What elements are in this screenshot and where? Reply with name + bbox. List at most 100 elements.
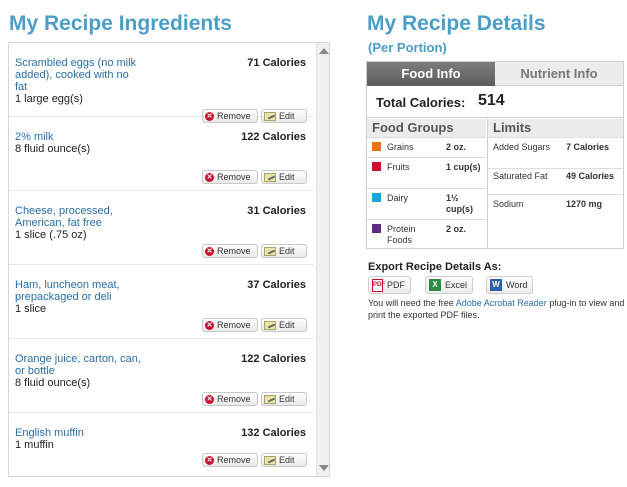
- remove-x-icon: ✕: [205, 455, 214, 465]
- ingredient-name[interactable]: Scrambled eggs (no milk added), cooked w…: [15, 57, 143, 105]
- edit-button[interactable]: Edit: [261, 109, 307, 123]
- word-label: Word: [506, 280, 528, 290]
- food-group-row: Grains 2 oz.: [367, 137, 486, 157]
- protein-color-swatch: [372, 224, 381, 233]
- pencil-icon: [264, 172, 276, 182]
- pencil-icon: [264, 394, 276, 404]
- ingredient-name[interactable]: Ham, luncheon meat, prepackaged or deli …: [15, 279, 143, 315]
- edit-button[interactable]: Edit: [261, 392, 307, 406]
- ingredient-name[interactable]: English muffin 1 muffin: [15, 427, 143, 451]
- food-group-amount: 2 oz.: [446, 142, 467, 152]
- remove-label: Remove: [217, 172, 251, 182]
- scroll-down-arrow-icon[interactable]: [319, 465, 329, 471]
- food-group-name: Grains: [387, 142, 414, 152]
- grains-color-swatch: [372, 142, 381, 151]
- list-item: Orange juice, carton, can, or bottle 8 f…: [9, 339, 314, 413]
- scroll-up-arrow-icon[interactable]: [319, 48, 329, 54]
- edit-label: Edit: [279, 394, 295, 404]
- export-word-button[interactable]: W Word: [486, 276, 534, 294]
- ingredient-name[interactable]: 2% milk 8 fluid ounce(s): [15, 131, 143, 155]
- food-group-amount: 1½ cup(s): [446, 193, 473, 214]
- remove-label: Remove: [217, 394, 251, 404]
- limit-value: 7 Calories: [566, 142, 610, 152]
- ingredient-calories: 31 Calories: [247, 205, 306, 217]
- list-item: Ham, luncheon meat, prepackaged or deli …: [9, 265, 314, 339]
- pencil-icon: [264, 246, 276, 256]
- remove-x-icon: ✕: [205, 320, 214, 330]
- pdf-label: PDF: [387, 280, 405, 290]
- limit-name: Saturated Fat: [493, 171, 548, 181]
- remove-x-icon: ✕: [205, 394, 214, 404]
- remove-label: Remove: [217, 320, 251, 330]
- details-title: My Recipe Details: [367, 12, 546, 35]
- edit-button[interactable]: Edit: [261, 244, 307, 258]
- ingredient-link[interactable]: English muffin: [15, 427, 84, 439]
- ingredients-title: My Recipe Ingredients: [9, 12, 232, 35]
- food-group-row: Fruits 1 cup(s): [367, 157, 486, 188]
- remove-button[interactable]: ✕ Remove: [202, 392, 258, 406]
- word-icon: W: [490, 279, 502, 291]
- remove-button[interactable]: ✕ Remove: [202, 453, 258, 467]
- list-item: English muffin 1 muffin 132 Calories ✕ Re…: [9, 413, 314, 475]
- food-group-amount: 1 cup(s): [446, 162, 481, 172]
- food-group-row: Protein Foods 2 oz.: [367, 219, 486, 249]
- total-calories-value: 514: [478, 92, 505, 109]
- food-groups-column: Food Groups Grains 2 oz. Fruits 1 cup(s)…: [367, 119, 486, 249]
- fruits-color-swatch: [372, 162, 381, 171]
- edit-label: Edit: [279, 455, 295, 465]
- ingredient-name[interactable]: Cheese, processed, American, fat free 1 …: [15, 205, 143, 241]
- export-note-before: You will need the free: [368, 298, 456, 308]
- food-group-name: Fruits: [387, 162, 410, 172]
- remove-button[interactable]: ✕ Remove: [202, 109, 258, 123]
- remove-button[interactable]: ✕ Remove: [202, 318, 258, 332]
- remove-button[interactable]: ✕ Remove: [202, 244, 258, 258]
- food-group-name: Protein Foods: [387, 224, 416, 245]
- edit-button[interactable]: Edit: [261, 170, 307, 184]
- remove-label: Remove: [217, 455, 251, 465]
- tab-food-info[interactable]: Food Info: [367, 62, 495, 86]
- remove-button[interactable]: ✕ Remove: [202, 170, 258, 184]
- edit-button[interactable]: Edit: [261, 453, 307, 467]
- ingredient-qty: 1 muffin: [15, 439, 54, 451]
- edit-button[interactable]: Edit: [261, 318, 307, 332]
- ingredient-calories: 71 Calories: [247, 57, 306, 69]
- total-calories-row: Total Calories: 514: [367, 86, 623, 118]
- limit-name: Sodium: [493, 199, 524, 209]
- ingredient-link[interactable]: Scrambled eggs (no milk added), cooked w…: [15, 57, 137, 93]
- ingredient-link[interactable]: Ham, luncheon meat, prepackaged or deli: [15, 279, 120, 303]
- acrobat-reader-link[interactable]: Adobe Acrobat Reader: [455, 298, 547, 308]
- limit-row: Added Sugars 7 Calories: [488, 137, 623, 168]
- ingredient-calories: 122 Calories: [241, 353, 306, 365]
- dairy-color-swatch: [372, 193, 381, 202]
- limit-row: Sodium 1270 mg: [488, 194, 623, 214]
- ingredient-calories: 122 Calories: [241, 131, 306, 143]
- remove-label: Remove: [217, 111, 251, 121]
- list-item: Scrambled eggs (no milk added), cooked w…: [9, 43, 314, 123]
- limit-row: Saturated Fat 49 Calories: [488, 168, 623, 194]
- ingredient-link[interactable]: Orange juice, carton, can, or bottle: [15, 353, 141, 377]
- limit-value: 1270 mg: [566, 199, 603, 209]
- ingredient-name[interactable]: Orange juice, carton, can, or bottle 8 f…: [15, 353, 143, 389]
- export-excel-button[interactable]: X Excel: [425, 276, 474, 294]
- edit-label: Edit: [279, 320, 295, 330]
- ingredient-qty: 1 slice: [15, 303, 47, 315]
- ingredient-qty: 1 slice (.75 oz): [15, 229, 87, 241]
- limits-column: Limits Added Sugars 7 Calories Saturated…: [487, 119, 623, 249]
- details-subtitle: (Per Portion): [368, 40, 447, 55]
- export-note-after: plug-in to view and print the exported P…: [368, 298, 625, 320]
- ingredient-link[interactable]: Cheese, processed, American, fat free: [15, 205, 113, 229]
- ingredient-qty: 8 fluid ounce(s): [15, 377, 91, 389]
- remove-x-icon: ✕: [205, 172, 214, 182]
- pdf-icon: PDF: [372, 278, 385, 292]
- excel-label: Excel: [445, 280, 468, 290]
- ingredient-qty: 8 fluid ounce(s): [15, 143, 91, 155]
- tab-nutrient-info[interactable]: Nutrient Info: [495, 62, 623, 86]
- food-group-name: Dairy: [387, 193, 409, 203]
- pencil-icon: [264, 111, 276, 121]
- list-scrollbar[interactable]: [316, 43, 329, 476]
- limit-value: 49 Calories: [566, 171, 615, 181]
- export-pdf-button[interactable]: PDF PDF: [368, 276, 411, 294]
- food-groups-header: Food Groups: [367, 119, 486, 137]
- limits-header: Limits: [488, 119, 623, 137]
- ingredient-link[interactable]: 2% milk: [15, 131, 54, 143]
